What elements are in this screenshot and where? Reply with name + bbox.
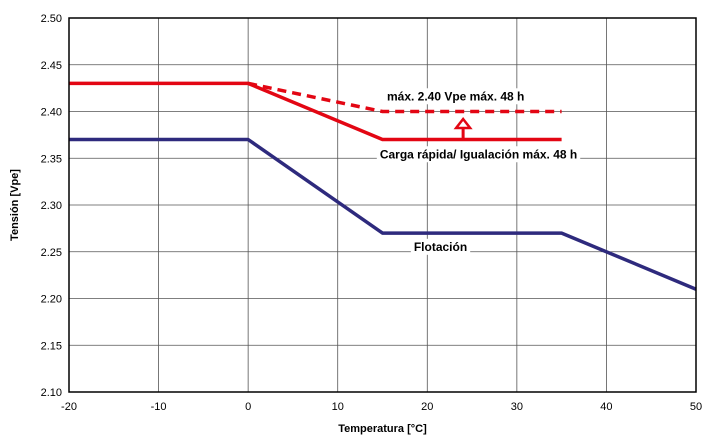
annotation: máx. 2.40 Vpe máx. 48 h bbox=[383, 88, 528, 105]
x-tick-label: 30 bbox=[511, 401, 523, 413]
plot-frame bbox=[68, 17, 697, 393]
x-tick-label: 50 bbox=[690, 401, 702, 413]
x-tick-label: -20 bbox=[61, 401, 77, 413]
annotations: máx. 2.40 Vpe máx. 48 h Carga rápida/ Igu… bbox=[376, 88, 581, 255]
y-tick-label: 2.15 bbox=[41, 340, 62, 352]
annotation-background bbox=[410, 238, 471, 255]
annotation: Flotación bbox=[410, 238, 471, 255]
series-line-1 bbox=[69, 81, 562, 142]
y-tick-label: 2.20 bbox=[41, 294, 62, 306]
arrow-head bbox=[453, 116, 473, 130]
series-line-2 bbox=[247, 81, 562, 114]
x-tick-label: -10 bbox=[151, 401, 167, 413]
y-tick-label: 2.45 bbox=[41, 60, 62, 72]
x-tick-label: 0 bbox=[245, 401, 251, 413]
y-tick-label: 2.25 bbox=[41, 247, 62, 259]
annotation: Carga rápida/ Igualación máx. 48 h bbox=[376, 146, 581, 163]
y-tick-label: 2.50 bbox=[41, 13, 62, 25]
x-tick-label: 10 bbox=[332, 401, 344, 413]
annotation-text: máx. 2.40 Vpe máx. 48 h bbox=[387, 89, 524, 103]
annotation-background bbox=[383, 88, 528, 105]
annotation-text: Flotación bbox=[414, 240, 467, 254]
y-tick-label: 2.30 bbox=[41, 200, 62, 212]
x-axis-title: Temperatura [°C] bbox=[338, 423, 427, 435]
x-tick-label: 20 bbox=[421, 401, 433, 413]
x-tick-labels: -20 -10 0 10 20 30 40 50 bbox=[61, 401, 702, 413]
y-tick-label: 2.10 bbox=[41, 387, 62, 399]
y-axis-title: Tensión [Vpe] bbox=[9, 169, 21, 241]
annotation-background bbox=[376, 146, 581, 163]
y-tick-labels: 2.10 2.15 2.20 2.25 2.30 2.35 2.40 2.45 2.50 bbox=[41, 13, 62, 399]
boost-arrow bbox=[453, 116, 473, 140]
series-line-3 bbox=[69, 137, 697, 291]
annotation-text: Carga rápida/ Igualación máx. 48 h bbox=[380, 147, 577, 161]
x-tick-label: 40 bbox=[600, 401, 612, 413]
series-lines bbox=[69, 81, 697, 291]
grid-lines bbox=[69, 18, 696, 392]
y-tick-label: 2.35 bbox=[41, 153, 62, 165]
y-tick-label: 2.40 bbox=[41, 107, 62, 119]
